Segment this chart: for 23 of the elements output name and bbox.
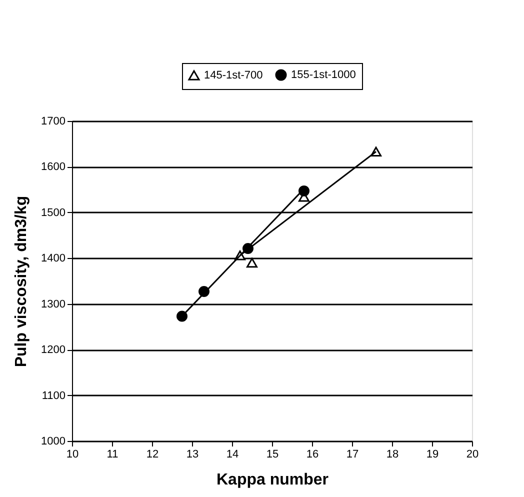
x-tick-label: 13 <box>186 448 199 460</box>
x-tick-label: 14 <box>226 448 239 460</box>
x-tick-label: 11 <box>106 448 118 460</box>
x-tick-label: 16 <box>306 448 319 460</box>
y-tick-label: 1600 <box>41 161 66 174</box>
y-tick-label: 1400 <box>41 252 66 265</box>
y-tick-label: 1000 <box>41 436 66 448</box>
y-tick-label: 1300 <box>41 298 66 310</box>
x-tick-label: 18 <box>386 448 399 460</box>
x-tick-label: 19 <box>426 448 439 460</box>
x-tick-label: 12 <box>146 448 159 460</box>
y-tick-label: 1700 <box>41 116 66 128</box>
y-tick-label: 1100 <box>42 390 66 402</box>
x-tick-label: 17 <box>346 448 359 460</box>
legend-label: 145-1st-700 <box>204 69 263 82</box>
y-axis-title: Pulp viscosity, dm3/kg <box>13 196 30 368</box>
x-tick-label: 10 <box>66 448 79 460</box>
y-tick-label: 1200 <box>41 344 66 356</box>
y-tick-label: 1500 <box>41 206 66 219</box>
x-tick-label: 20 <box>466 448 479 460</box>
x-tick-label: 15 <box>266 448 279 460</box>
x-axis-title: Kappa number <box>216 472 329 488</box>
legend-label: 155-1st-1000 <box>291 69 356 81</box>
